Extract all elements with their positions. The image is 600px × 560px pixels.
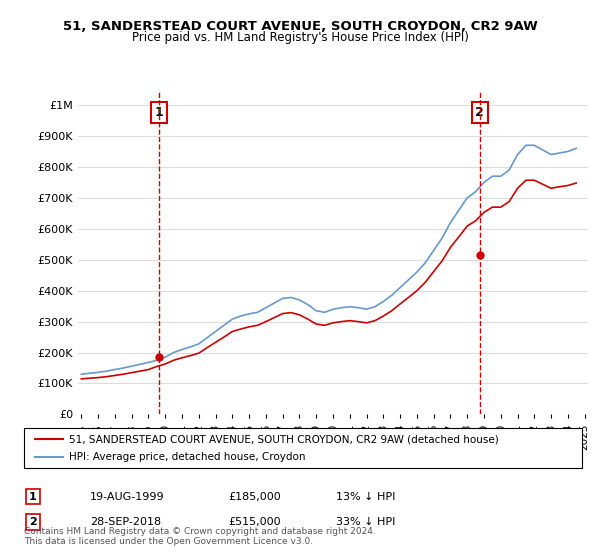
Text: 2: 2	[475, 106, 484, 119]
Text: 1: 1	[29, 492, 37, 502]
Text: HPI: Average price, detached house, Croydon: HPI: Average price, detached house, Croy…	[68, 451, 305, 461]
Text: 28-SEP-2018: 28-SEP-2018	[90, 517, 161, 527]
Text: 33% ↓ HPI: 33% ↓ HPI	[336, 517, 395, 527]
Text: £185,000: £185,000	[228, 492, 281, 502]
Text: 2: 2	[29, 517, 37, 527]
Text: 1: 1	[155, 106, 163, 119]
Text: £515,000: £515,000	[228, 517, 281, 527]
Text: 51, SANDERSTEAD COURT AVENUE, SOUTH CROYDON, CR2 9AW (detached house): 51, SANDERSTEAD COURT AVENUE, SOUTH CROY…	[68, 435, 499, 445]
Text: 13% ↓ HPI: 13% ↓ HPI	[336, 492, 395, 502]
Text: 19-AUG-1999: 19-AUG-1999	[90, 492, 164, 502]
FancyBboxPatch shape	[24, 428, 582, 468]
Text: 51, SANDERSTEAD COURT AVENUE, SOUTH CROYDON, CR2 9AW: 51, SANDERSTEAD COURT AVENUE, SOUTH CROY…	[62, 20, 538, 32]
Text: Contains HM Land Registry data © Crown copyright and database right 2024.
This d: Contains HM Land Registry data © Crown c…	[24, 526, 376, 546]
Text: Price paid vs. HM Land Registry's House Price Index (HPI): Price paid vs. HM Land Registry's House …	[131, 31, 469, 44]
